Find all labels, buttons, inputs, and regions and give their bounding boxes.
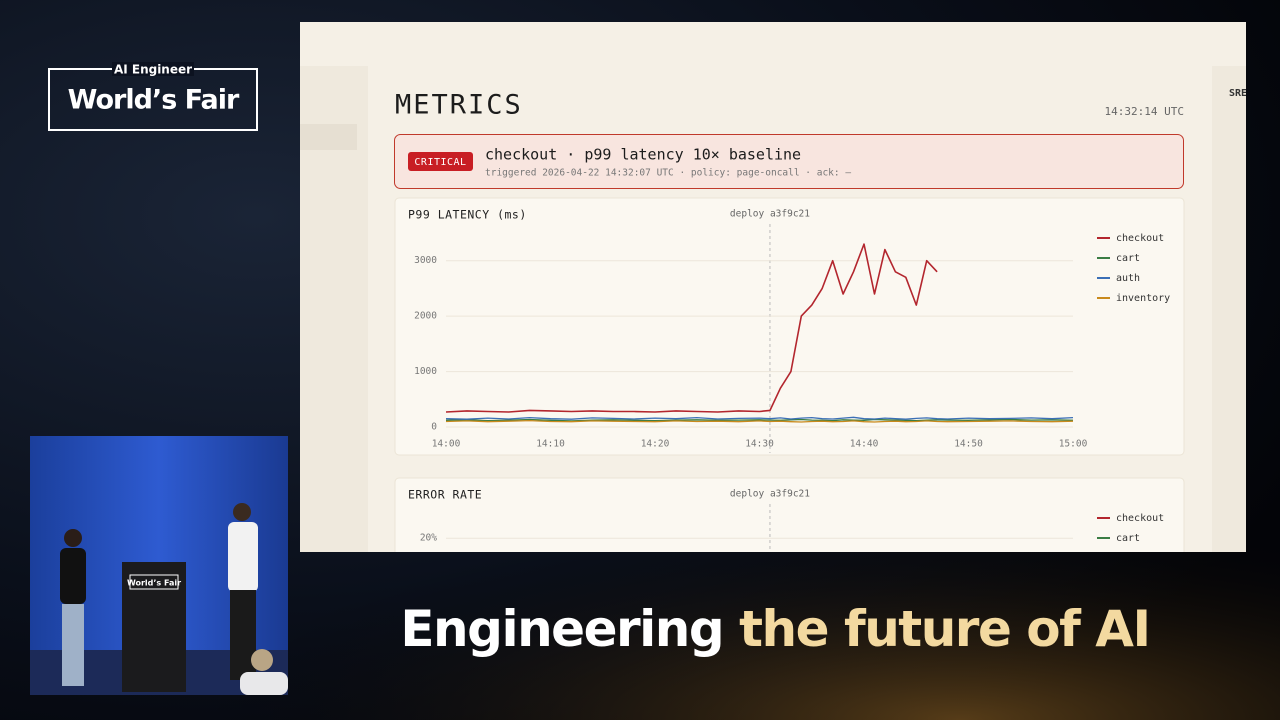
alert-banner[interactable] <box>394 134 1184 189</box>
tagline-white: Engineering <box>400 600 723 658</box>
x-tick-label: 14:40 <box>850 439 879 450</box>
annotation-label: deploy a3f9c21 <box>730 489 810 500</box>
legend-label: cart <box>1116 533 1140 544</box>
series-line <box>445 419 1074 423</box>
tagline: Engineering the future of AI <box>400 600 1149 658</box>
series-line <box>445 243 938 413</box>
legend-label: checkout <box>1116 233 1164 244</box>
legend-label: auth <box>1116 273 1140 284</box>
annotation-label: deploy a3f9c21 <box>730 209 810 220</box>
logo-top: AI Engineer <box>114 63 192 77</box>
legend-label: cart <box>1116 253 1140 264</box>
page-title: METRICS <box>395 90 523 121</box>
tagline-gold: the future of AI <box>739 600 1149 658</box>
legend-label: inventory <box>1116 293 1170 304</box>
clock: 14:32:14 UTC <box>1105 105 1184 118</box>
audience-body <box>240 672 288 695</box>
audience-head <box>251 649 273 671</box>
chart-title: P99 LATENCY (ms) <box>408 208 527 222</box>
legend-label: checkout <box>1116 513 1164 524</box>
person-head <box>233 503 251 521</box>
alert-detail: triggered 2026-04-22 14:32:07 UTC · poli… <box>485 168 851 179</box>
person-body <box>228 522 258 592</box>
y-tick-label: 0 <box>431 422 437 433</box>
chart-card <box>394 197 1185 456</box>
chart-title: ERROR RATE <box>408 488 482 502</box>
logo-gap <box>112 62 194 76</box>
series-line <box>445 416 1074 420</box>
y-tick-label: 1000 <box>414 366 437 377</box>
speaker-video: World’s Fair <box>30 436 288 695</box>
y-tick-label: 2000 <box>414 311 437 322</box>
x-tick-label: 14:00 <box>432 439 461 450</box>
podium-logo-frame <box>129 574 179 590</box>
side-label: SRE <box>1229 88 1247 99</box>
dashboard-screen: SRE METRICS 14:32:14 UTC CRITICAL checko… <box>300 22 1247 552</box>
logo-main: World’s Fair <box>68 85 240 116</box>
series-line <box>445 418 1074 422</box>
chart: ERROR RATE deploy a3f9c21 20% checkout cart <box>408 488 1164 552</box>
podium-text: World’s Fair <box>127 579 181 588</box>
person-legs <box>62 604 84 686</box>
person-head <box>64 529 82 547</box>
podium <box>122 562 186 692</box>
right-sidebar <box>1212 66 1246 552</box>
x-tick-label: 15:00 <box>1059 439 1088 450</box>
person-legs <box>230 590 256 680</box>
y-tick-label: 20% <box>420 533 437 544</box>
chart-card <box>394 477 1185 552</box>
alert-headline: checkout · p99 latency 10× baseline <box>485 146 801 164</box>
person-body <box>60 548 86 604</box>
alert-badge-text: CRITICAL <box>414 157 466 168</box>
y-tick-label: 3000 <box>414 255 437 266</box>
x-tick-label: 14:50 <box>954 439 983 450</box>
x-tick-label: 14:10 <box>536 439 565 450</box>
chart: P99 LATENCY (ms) deploy a3f9c21 0 1000 2000 3… <box>408 208 1170 453</box>
alert-badge <box>408 152 473 171</box>
sidebar-item[interactable] <box>300 124 357 150</box>
x-tick-label: 14:20 <box>641 439 670 450</box>
x-tick-label: 14:30 <box>745 439 774 450</box>
